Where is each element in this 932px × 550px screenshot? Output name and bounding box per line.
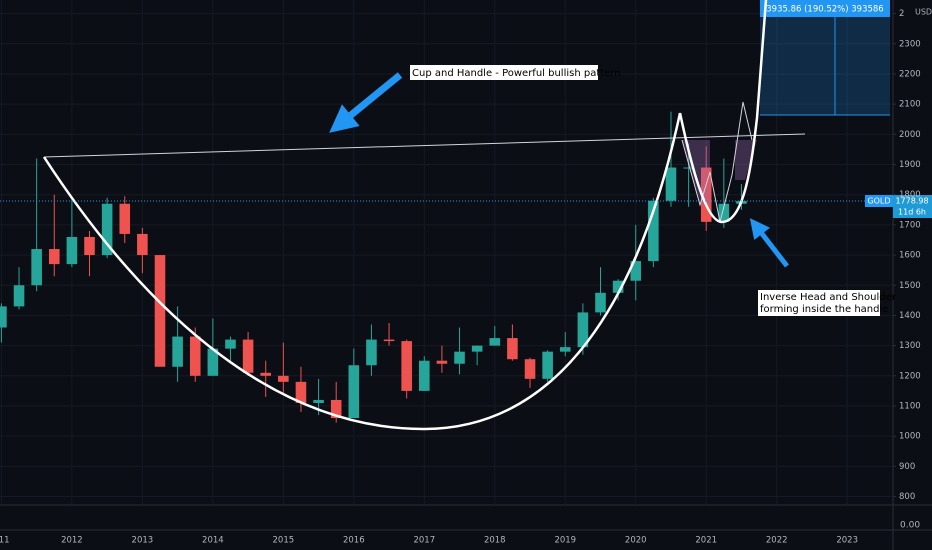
volume-tick-label: 0.00 xyxy=(900,521,920,531)
y-tick-label: 1700 xyxy=(899,220,921,230)
candle-body xyxy=(225,339,236,349)
candle-body xyxy=(189,336,201,376)
candle-body xyxy=(0,306,7,328)
cup-curve xyxy=(42,112,682,431)
candle-body xyxy=(683,167,694,169)
y-tick-label: 1000 xyxy=(899,432,921,442)
price-tag xyxy=(893,195,932,218)
candle-body xyxy=(454,351,465,364)
candle-body xyxy=(278,375,289,382)
candle-body xyxy=(66,236,78,265)
x-tick-label: 2013 xyxy=(132,536,154,546)
x-tick-label: 2015 xyxy=(273,536,295,546)
y-tick-label: 2100 xyxy=(899,100,921,110)
candle-body xyxy=(595,292,606,313)
x-tick-label: 2020 xyxy=(625,536,647,546)
price-axis xyxy=(893,0,932,550)
annotation: Inverse Head and Shoulder xyxy=(760,292,897,303)
countdown-label: 11d 6h xyxy=(898,208,926,217)
candle-body xyxy=(154,255,166,367)
candle-body xyxy=(348,365,360,419)
y-tick-label: 1800 xyxy=(899,190,921,200)
candle-body xyxy=(612,280,624,293)
candle-body xyxy=(383,339,395,342)
y-tick-label: 800 xyxy=(899,492,915,502)
price-label: 1778.98 xyxy=(895,197,928,206)
y-tick-label: 1500 xyxy=(899,281,921,291)
candle-body xyxy=(665,167,677,201)
y-tick-label: 1100 xyxy=(899,401,921,411)
x-tick-label: 2021 xyxy=(695,536,717,546)
annotation-box xyxy=(410,65,598,80)
candle-body xyxy=(630,261,642,281)
candle-body xyxy=(207,348,219,376)
candle-body xyxy=(48,249,60,265)
resistance-line xyxy=(43,133,806,158)
x-tick-label: 2018 xyxy=(484,536,506,546)
x-tick-label: 2022 xyxy=(766,536,788,546)
candle-body xyxy=(718,203,730,222)
symbol-tag xyxy=(865,195,893,207)
y-tick-label: 1300 xyxy=(899,341,921,351)
candle-body xyxy=(700,167,712,222)
candle-body xyxy=(471,345,483,352)
candle-body xyxy=(489,338,501,346)
candle-body xyxy=(172,336,183,367)
candle-body xyxy=(13,285,25,307)
candle-body xyxy=(101,203,113,256)
x-tick-label: 2014 xyxy=(202,536,224,546)
candle-body xyxy=(330,399,342,419)
annotation: Cup and Handle - Powerful bullish patter… xyxy=(412,68,621,79)
candle-body xyxy=(507,338,518,360)
x-tick-label: 011 xyxy=(0,536,10,546)
candle-body xyxy=(648,200,659,262)
candle-body xyxy=(577,312,589,348)
axis-unit: USD xyxy=(915,8,932,17)
candle-body xyxy=(242,339,254,373)
x-tick-label: 2017 xyxy=(413,536,435,546)
y-tick-label: 1900 xyxy=(899,160,921,170)
candle-body xyxy=(559,347,571,352)
y-tick-label: 2 xyxy=(899,9,904,19)
y-tick-label: 2300 xyxy=(899,39,921,49)
candle-body xyxy=(366,339,377,366)
x-tick-label: 2016 xyxy=(343,536,365,546)
y-tick-label: 1600 xyxy=(899,251,921,261)
measure-label: 3935.86 (190.52%) 393586 xyxy=(766,5,883,15)
candle-body xyxy=(119,203,131,234)
annotation: forming inside the handle xyxy=(760,304,888,315)
measure-label-box xyxy=(760,0,890,17)
candle-body xyxy=(542,351,553,379)
candle-body xyxy=(313,399,324,403)
x-tick-label: 2023 xyxy=(836,536,858,546)
right-shoulder-area xyxy=(735,140,757,180)
y-tick-label: 2200 xyxy=(899,69,921,79)
candle-body xyxy=(401,341,412,391)
candle-body xyxy=(436,360,448,364)
x-tick-label: 2019 xyxy=(554,536,576,546)
arrow xyxy=(749,218,789,268)
candle-body xyxy=(137,233,148,256)
candle-body xyxy=(419,360,430,391)
y-tick-label: 2000 xyxy=(899,130,921,140)
candle-body xyxy=(524,359,536,379)
annotation-box xyxy=(758,290,880,316)
candles xyxy=(0,111,747,423)
symbol-label: GOLD xyxy=(867,197,890,206)
y-tick-label: 1200 xyxy=(899,371,921,381)
x-tick-label: 2012 xyxy=(61,536,83,546)
measure-area xyxy=(760,0,890,115)
candle-body xyxy=(295,381,307,403)
y-tick-label: 900 xyxy=(899,462,915,472)
handle-curve xyxy=(678,0,768,224)
y-tick-label: 1400 xyxy=(899,311,921,321)
candle-body xyxy=(31,249,42,286)
candle-body xyxy=(84,236,95,256)
candle-body xyxy=(260,372,272,376)
arrow xyxy=(329,72,403,133)
